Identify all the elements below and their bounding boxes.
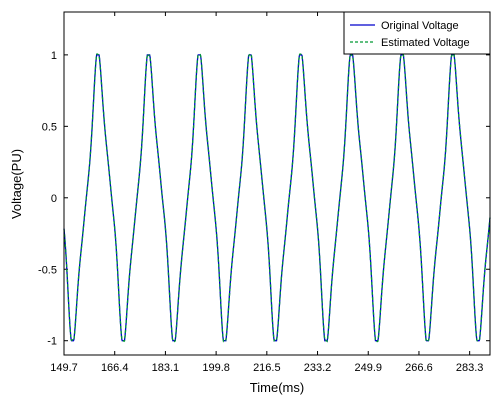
x-axis-ticks: 149.7 166.4 183.1 199.8 216.5 233.2 249.9 266.6… (50, 12, 483, 374)
y-tick-label: -0.5 (38, 264, 57, 276)
x-tick-label: 216.5 (253, 362, 281, 374)
y-tick-label: 0.5 (42, 121, 57, 133)
y-axis-label: Voltage(PU) (9, 149, 24, 219)
y-tick-label: 1 (51, 50, 57, 62)
x-tick-label: 249.9 (354, 362, 382, 374)
y-tick-label: -1 (47, 336, 57, 348)
x-tick-label: 199.8 (202, 362, 230, 374)
plot-frame (63, 11, 491, 356)
series-layer (63, 53, 491, 343)
legend-label-original: Original Voltage (381, 20, 459, 32)
x-tick-label: 233.2 (304, 362, 332, 374)
x-tick-label: 283.3 (456, 362, 484, 374)
x-tick-label: 149.7 (50, 362, 78, 374)
x-tick-label: 166.4 (101, 362, 129, 374)
plot-area (64, 12, 490, 355)
legend: Original Voltage Estimated Voltage (343, 11, 491, 55)
legend-box (343, 11, 491, 55)
x-tick-label: 266.6 (405, 362, 433, 374)
series-line-estimated (63, 53, 491, 343)
x-tick-label: 183.1 (152, 362, 180, 374)
y-tick-label: 0 (51, 193, 57, 205)
y-axis-ticks: -1 -0.5 0 0.5 1 (38, 50, 490, 348)
legend-label-estimated: Estimated Voltage (381, 37, 470, 49)
x-axis-label: Time(ms) (250, 380, 304, 395)
